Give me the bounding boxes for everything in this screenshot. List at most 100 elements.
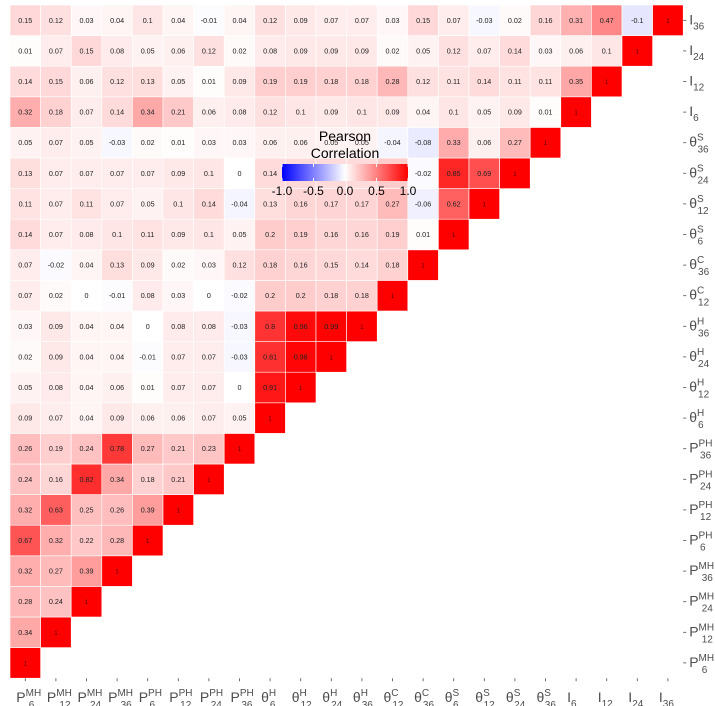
heatmap-cell — [376, 249, 409, 281]
cell-value-label: 0.14 — [202, 199, 216, 208]
cell-value-label: 0.07 — [49, 138, 63, 147]
heatmap-cell — [223, 127, 256, 159]
cell-value-label: 0.18 — [324, 77, 338, 86]
cell-value-label: 0.18 — [324, 291, 338, 300]
y-tick-label: PPH 24 — [689, 469, 712, 492]
heatmap-cell — [132, 157, 164, 189]
cell-value-label: 0.34 — [18, 628, 32, 637]
cell-value-label: 0.12 — [202, 46, 216, 55]
heatmap-cell — [40, 371, 72, 404]
heatmap-cell — [438, 96, 470, 128]
heatmap-cell — [70, 4, 103, 36]
heatmap-cell — [193, 280, 225, 312]
y-tick-label: θH 6 — [689, 408, 704, 431]
heatmap-cell — [315, 218, 347, 251]
heatmap-cell — [223, 371, 256, 404]
cell-value-label: 0.01 — [202, 77, 216, 86]
cell-value-label: 0.06 — [477, 138, 491, 147]
cell-value-label: 0.1 — [204, 169, 214, 178]
heatmap-cell — [101, 249, 133, 281]
cell-value-label: 0.07 — [18, 261, 32, 270]
cell-value-label: -0.03 — [109, 138, 125, 147]
cell-value-label: 0.1 — [143, 16, 153, 25]
x-tick-label: PPH 36 — [231, 688, 254, 706]
cell-value-label: 0.07 — [447, 16, 461, 25]
heatmap-cell — [9, 494, 41, 526]
cell-value-label: 0.05 — [355, 138, 369, 147]
cell-value-label: 0.07 — [49, 414, 63, 423]
cell-value-label: 0.09 — [49, 352, 63, 361]
heatmap-cell — [101, 65, 133, 98]
cell-value-label: 0.01 — [171, 138, 185, 147]
cell-value-label: 0.11 — [141, 230, 154, 239]
cell-value-label: 0.34 — [110, 475, 124, 484]
cell-value-label: 1 — [574, 111, 578, 117]
cell-value-label: 1 — [421, 264, 425, 270]
cell-value-label: 0.09 — [386, 108, 400, 117]
legend-tick-label: -0.5 — [303, 184, 324, 198]
heatmap-cell — [9, 341, 41, 373]
cell-value-label: 0.09 — [171, 230, 185, 239]
cell-value-label: -0.02 — [415, 169, 431, 178]
heatmap-cell — [162, 35, 194, 67]
cell-value-label: 0.09 — [324, 46, 338, 55]
cell-value-label: 0.16 — [294, 261, 308, 270]
cell-value-label: 0.12 — [447, 46, 461, 55]
cell-value-label: 0.12 — [49, 16, 63, 25]
x-tick-label: θS 24 — [506, 688, 526, 706]
heatmap-cell — [132, 65, 164, 98]
cell-value-label: 0.27 — [49, 567, 63, 576]
heatmap-cell — [223, 249, 256, 281]
cell-value-label: -0.04 — [384, 138, 400, 147]
x-tick-label: θS 6 — [445, 688, 460, 706]
cell-value-label: 0 — [238, 383, 242, 392]
cell-value-label: 1 — [207, 478, 211, 484]
heatmap-cell — [193, 65, 225, 98]
cell-value-label: 0.08 — [233, 108, 247, 117]
cell-value-label: -0.03 — [231, 322, 247, 331]
heatmap-cell — [468, 127, 500, 159]
cell-value-label: 0.14 — [18, 77, 32, 86]
cell-value-label: 0.19 — [294, 230, 308, 239]
y-tick-label: PMH 24 — [689, 592, 714, 615]
cell-value-label: 0.24 — [80, 444, 94, 453]
cell-value-label: 0.06 — [569, 46, 583, 55]
y-tick-label: PMH 36 — [689, 561, 714, 584]
cell-value-label: 0.04 — [171, 16, 185, 25]
cell-value-label: -0.03 — [231, 352, 247, 361]
heatmap-cell — [529, 4, 562, 36]
cell-value-label: 0.08 — [141, 291, 155, 300]
x-tick-label: PMH 36 — [108, 688, 133, 706]
heatmap-cell — [529, 96, 562, 128]
cell-value-label: 0.08 — [202, 322, 216, 331]
heatmap-cell — [346, 249, 378, 281]
cell-value-label: 0.09 — [324, 108, 338, 117]
heatmap-cell — [101, 494, 133, 526]
cell-value-label: -0.02 — [231, 291, 247, 300]
heatmap-cell — [285, 96, 317, 128]
heatmap-cell — [101, 433, 133, 465]
heatmap-cell — [193, 433, 225, 465]
cell-value-label: 0.63 — [49, 505, 63, 514]
heatmap-cell — [376, 127, 409, 159]
cell-value-label: 0.99 — [324, 322, 338, 331]
x-tick-label: θC 12 — [384, 688, 404, 706]
cell-value-label: -0.06 — [415, 199, 431, 208]
cell-value-label: 0.04 — [110, 322, 124, 331]
heatmap-cell — [621, 4, 653, 36]
heatmap-cell — [9, 127, 41, 159]
heatmap-cell — [254, 127, 286, 159]
heatmap-cell — [162, 188, 194, 220]
heatmap-cell — [315, 96, 347, 128]
cell-value-label: 0.19 — [263, 77, 277, 86]
y-tick-label: θS 24 — [689, 163, 709, 186]
cell-value-label: 0.06 — [171, 414, 185, 423]
cell-value-label: 0.98 — [294, 352, 308, 361]
cell-value-label: 0.05 — [141, 199, 155, 208]
heatmap-cell — [70, 433, 103, 465]
heatmap-cell — [70, 249, 103, 281]
heatmap-cell — [9, 35, 41, 67]
y-tick-label: θH 24 — [689, 347, 709, 370]
cell-value-label: 0.24 — [18, 475, 32, 484]
